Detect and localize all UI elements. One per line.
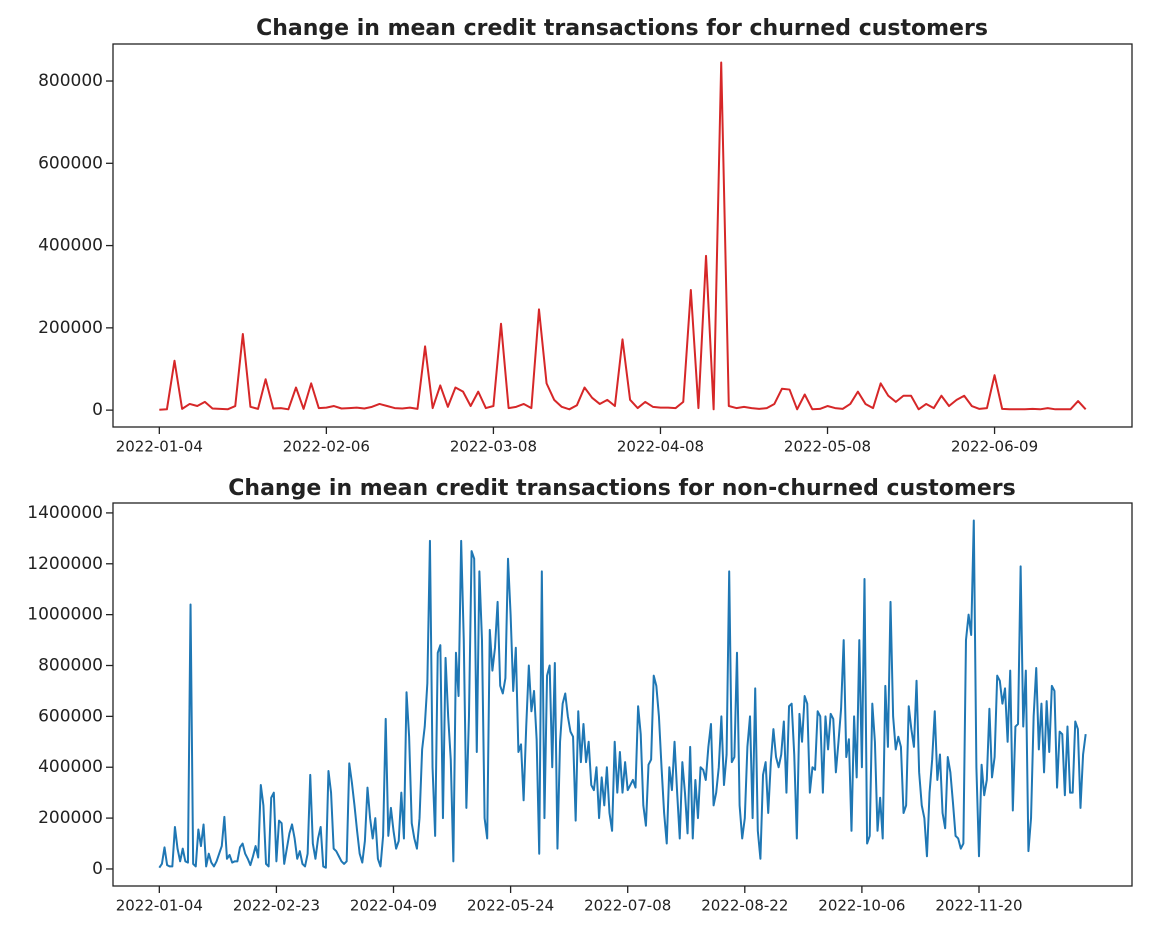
x-tick-label: 2022-01-04: [116, 438, 203, 456]
plot-frame: [112, 43, 1133, 428]
y-tick-label: 1400000: [27, 503, 103, 523]
x-tick-label: 2022-10-06: [818, 897, 905, 915]
chart-title: Change in mean credit transactions for c…: [256, 16, 988, 41]
y-tick-label: 400000: [38, 236, 103, 256]
plot-frame: [112, 502, 1133, 887]
y-tick-label: 600000: [38, 153, 103, 173]
x-tick-label: 2022-08-22: [701, 897, 788, 915]
x-tick-label: 2022-07-08: [584, 897, 671, 915]
y-tick-label: 400000: [38, 757, 103, 777]
x-tick-label: 2022-11-20: [935, 897, 1022, 915]
data-line: [158, 519, 1087, 869]
y-tick-label: 200000: [38, 318, 103, 338]
y-tick-label: 0: [92, 400, 103, 420]
chart-title: Change in mean credit transactions for n…: [228, 476, 1015, 501]
y-tick-label: 200000: [38, 808, 103, 828]
y-tick-label: 600000: [38, 706, 103, 726]
x-tick-label: 2022-02-06: [283, 438, 370, 456]
x-tick-label: 2022-04-08: [617, 438, 704, 456]
y-tick-label: 1200000: [27, 554, 103, 574]
y-tick-label: 0: [92, 859, 103, 879]
y-tick-label: 800000: [38, 656, 103, 676]
y-tick-label: 800000: [38, 71, 103, 91]
x-tick-label: 2022-04-09: [350, 897, 437, 915]
x-tick-label: 2022-05-24: [467, 897, 554, 915]
x-tick-label: 2022-02-23: [233, 897, 320, 915]
x-tick-label: 2022-03-08: [450, 438, 537, 456]
y-tick-label: 1000000: [27, 605, 103, 625]
x-tick-label: 2022-01-04: [116, 897, 203, 915]
data-line: [159, 61, 1087, 411]
x-tick-label: 2022-05-08: [784, 438, 871, 456]
x-tick-label: 2022-06-09: [951, 438, 1038, 456]
